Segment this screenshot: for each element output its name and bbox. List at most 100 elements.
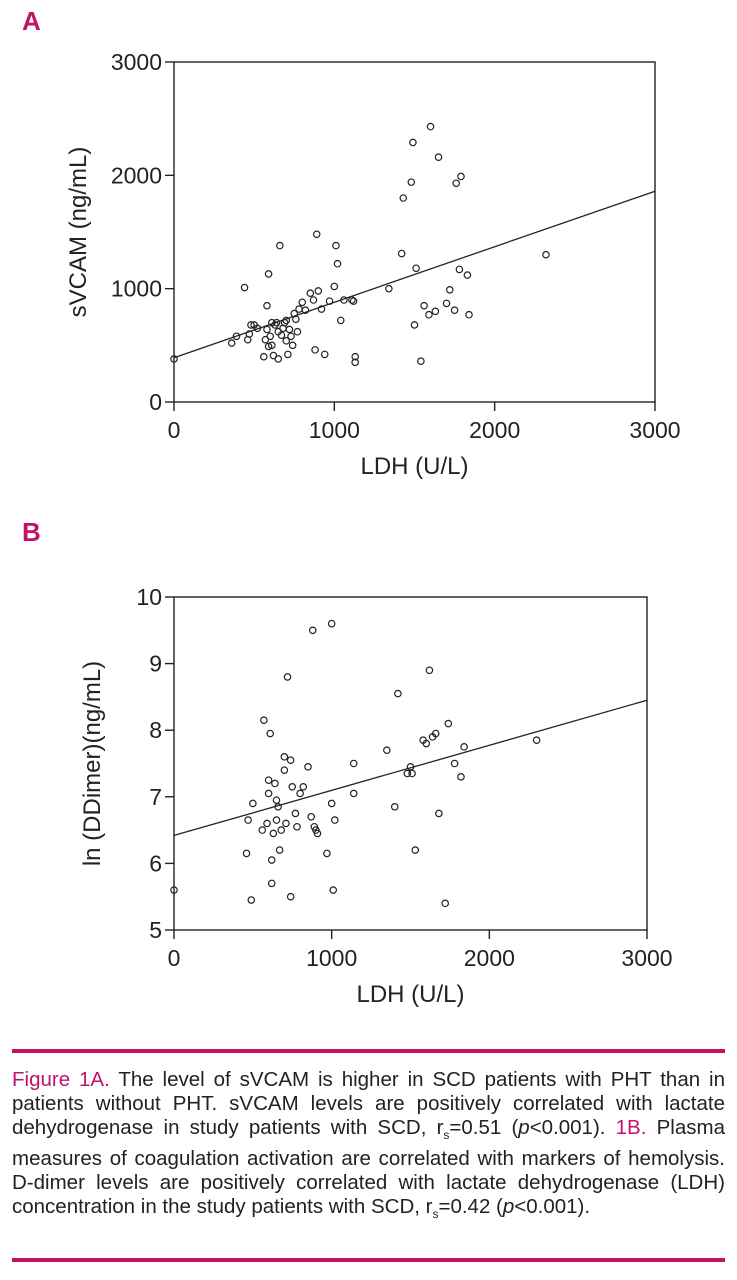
chart-a-data-point-64 <box>420 301 428 310</box>
chart-a-y-tick-label-1: 1000 <box>111 276 162 302</box>
chart-b-data-point-12 <box>267 879 276 888</box>
chart-a-data-point-37 <box>298 298 307 307</box>
chart-a-data-point-20 <box>272 318 281 327</box>
chart-a-y-axis-label: sVCAM (ng/mL) <box>65 147 92 318</box>
chart-b-data-point-58 <box>444 719 453 728</box>
chart-a-data-point-31 <box>287 332 295 341</box>
chart-a-y-tick-label-3: 3000 <box>111 49 162 75</box>
chart-b-data-point-28 <box>293 822 301 831</box>
chart-a-x-tick-label-2: 2000 <box>469 417 520 443</box>
chart-b-data-point-37 <box>323 849 331 858</box>
chart-b-data-point-19 <box>277 826 286 834</box>
chart-b-data-point-42 <box>349 759 358 768</box>
chart-a-data-point-70 <box>445 285 454 294</box>
caption-p2: p <box>502 1195 515 1219</box>
chart-b-data-point-59 <box>450 759 459 768</box>
chart-b-data-point-43 <box>349 789 358 798</box>
chart-b-data-point-47 <box>403 769 412 778</box>
chart-b-data-point-50 <box>411 846 420 854</box>
chart-a-x-tick-label-0: 0 <box>168 417 181 443</box>
chart-a-y-tick-label-0: 0 <box>149 389 162 415</box>
chart-b-data-point-48 <box>406 763 415 771</box>
chart-b-data-point-38 <box>327 619 336 628</box>
chart-b-data-point-56 <box>435 809 443 818</box>
chart-a-data-point-13 <box>264 270 273 278</box>
chart-b-data-point-26 <box>288 783 297 791</box>
panel-letter-b: B <box>22 517 41 547</box>
caption-sub-s1: s <box>443 1128 450 1143</box>
chart-b-data-point-31 <box>304 763 312 771</box>
chart-b-data-point-23 <box>283 673 292 681</box>
chart-b-data-point-16 <box>272 796 281 804</box>
caption-text-a2: =0.51 ( <box>449 1116 519 1139</box>
chart-a-data-point-11 <box>263 325 271 334</box>
caption-label-a: Figure 1A. <box>12 1068 110 1091</box>
chart-a-data-point-68 <box>434 153 443 162</box>
chart-a-data-point-30 <box>285 325 294 334</box>
chart-a-data-point-23 <box>276 241 284 250</box>
chart-a-data-point-12 <box>263 301 271 310</box>
chart-b-data-point-21 <box>280 766 289 774</box>
chart-b-data-point-57 <box>441 899 449 908</box>
chart-b-data-point-32 <box>307 812 315 821</box>
chart-a-x-tick-label-3: 3000 <box>629 417 680 443</box>
chart-a-data-point-50 <box>336 316 345 325</box>
chart-a-data-point-14 <box>264 342 273 351</box>
chart-b-data-point-49 <box>408 769 416 778</box>
panel-letter-a: A <box>22 6 41 36</box>
chart-b-data-point-1 <box>242 849 251 858</box>
chart-b-data-point-14 <box>271 779 279 788</box>
chart-b-data-point-39 <box>327 799 336 808</box>
chart-a-data-point-29 <box>284 350 292 359</box>
chart-b-data-point-24 <box>286 892 295 901</box>
chart-a-data-point-53 <box>349 297 358 305</box>
chart-a-data-point-40 <box>309 296 318 304</box>
chart-a-data-point-72 <box>452 179 460 188</box>
chart-a-data-point-49 <box>333 259 342 268</box>
chart-b-data-point-27 <box>291 809 300 818</box>
chart-a-data-point-41 <box>311 346 319 354</box>
chart-a-data-point-2 <box>232 332 241 341</box>
chart-b-data-point-29 <box>296 789 304 798</box>
chart-a-data-point-59 <box>407 178 416 186</box>
chart-b-data-point-30 <box>299 783 308 791</box>
figure-caption: Figure 1A. The level of sVCAM is higher … <box>12 1068 725 1226</box>
chart-b-data-point-61 <box>460 743 468 751</box>
chart-a-data-point-32 <box>288 341 297 350</box>
caption-text-b2: =0.42 ( <box>438 1195 503 1219</box>
chart-a-data-point-45 <box>320 350 329 359</box>
caption-text-a3: <0.001). <box>529 1116 616 1139</box>
chart-a-data-point-5 <box>245 330 254 338</box>
chart-b-y-tick-label-4: 9 <box>149 651 162 677</box>
chart-a-data-point-43 <box>314 287 323 295</box>
chart-b-y-tick-label-5: 10 <box>136 584 162 610</box>
chart-a-data-point-35 <box>293 327 302 336</box>
chart-a-data-point-27 <box>282 316 291 325</box>
chart-b-y-axis-label: ln (DDimer)(ng/mL) <box>79 661 106 866</box>
chart-b-data-point-20 <box>280 753 289 761</box>
chart-b-data-point-8 <box>264 789 273 798</box>
chart-b-fit-line <box>173 699 648 837</box>
chart-b-data-point-7 <box>263 819 271 828</box>
chart-b: 5 6 7 8 9 10 0 1000 2000 3000 LDH (U/L) ln (DDimer)… <box>79 584 673 1008</box>
chart-a-data-point-57 <box>397 249 406 258</box>
chart-b-data-point-18 <box>275 846 284 854</box>
chart-b-data-point-17 <box>274 802 282 811</box>
chart-a-data-point-77 <box>542 250 550 259</box>
chart-b-data-point-22 <box>282 819 290 828</box>
chart-a-data-point-42 <box>312 230 321 239</box>
chart-b-data-point-40 <box>329 886 338 894</box>
chart-b-data-point-53 <box>425 666 434 675</box>
chart-b-y-tick-label-0: 5 <box>149 917 162 943</box>
chart-a-data-point-34 <box>292 315 300 324</box>
chart-a-x-tick-label-1: 1000 <box>309 417 360 443</box>
chart-a-data-point-75 <box>463 271 472 279</box>
chart-a-data-point-61 <box>410 321 419 329</box>
chart-a-data-point-39 <box>306 289 315 298</box>
chart-a-y-tick-label-2: 2000 <box>111 162 162 188</box>
chart-b-data-point-9 <box>264 776 273 784</box>
chart-a-data-point-9 <box>259 352 268 361</box>
chart-b-data-point-25 <box>286 756 295 764</box>
caption-sub-s2: s <box>432 1207 439 1222</box>
chart-a-data-point-0 <box>170 355 178 363</box>
